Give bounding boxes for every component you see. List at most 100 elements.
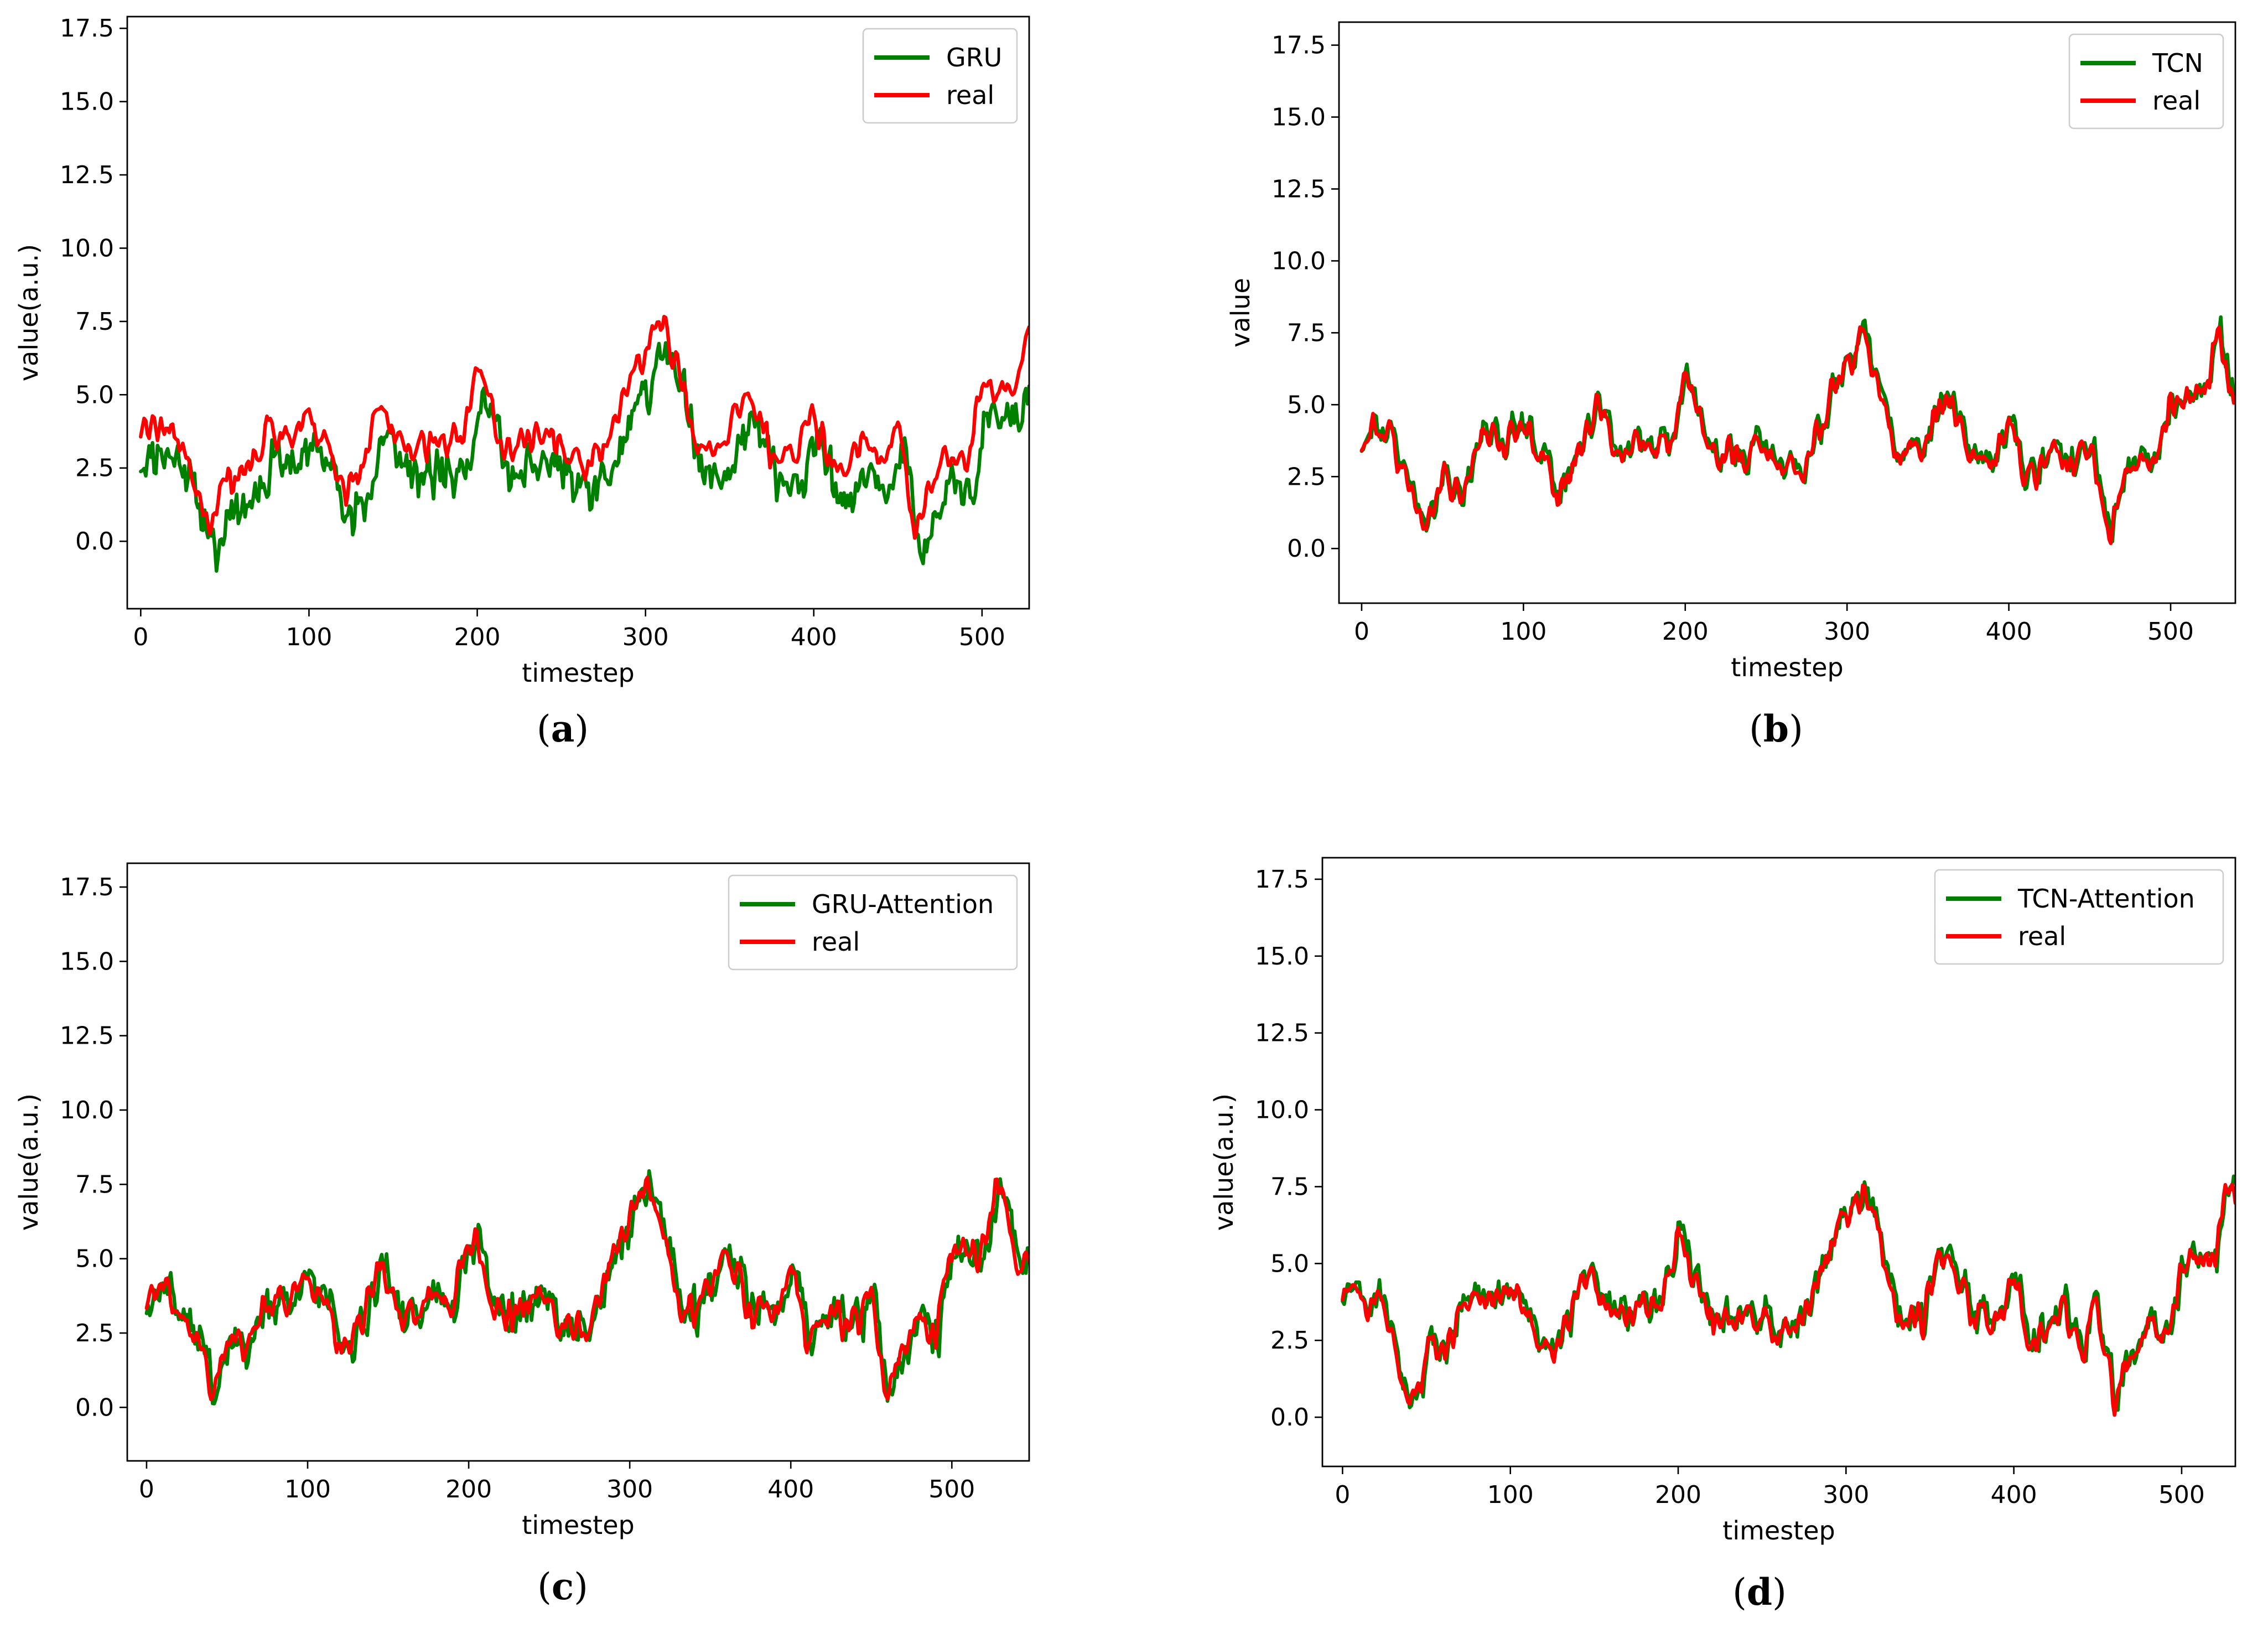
- y-tick-label: 0.0: [75, 527, 114, 556]
- series-real-line: [1341, 1183, 2235, 1417]
- x-tick-label: 500: [2158, 1481, 2205, 1509]
- y-tick-label: 17.5: [60, 873, 114, 901]
- caption-open-paren: (: [1732, 1571, 1747, 1614]
- axes-frame: [1321, 857, 2236, 1468]
- x-tick-label: 400: [1986, 618, 2032, 646]
- x-tick-label: 500: [2147, 618, 2194, 646]
- x-tick-label: 300: [622, 623, 669, 651]
- y-axis-label: value(a.u.): [14, 1093, 44, 1231]
- y-tick-label: 7.5: [75, 1170, 114, 1199]
- y-tick-label: 2.5: [75, 454, 114, 483]
- y-tick-label: 12.5: [1271, 175, 1326, 203]
- legend-predicted-label: TCN: [2152, 48, 2203, 78]
- caption-open-paren: (: [1749, 708, 1763, 750]
- y-tick-label: 0.0: [75, 1393, 114, 1422]
- y-tick-label: 17.5: [1255, 865, 1309, 894]
- panel-caption: (b): [1749, 707, 1803, 750]
- legend-real-label: real: [2018, 921, 2066, 951]
- panel-c: 0 100 200 300 400 500 0.0 2.5 5.0 7.5 10.0 12.5 15.0…: [14, 862, 1030, 1608]
- series-real-line: [144, 1175, 1029, 1402]
- y-tick-label: 15.0: [1255, 942, 1309, 971]
- caption-letter: c: [552, 1565, 574, 1608]
- caption-close-paren: ): [574, 1565, 588, 1608]
- y-tick-label: 5.0: [1287, 391, 1326, 419]
- y-tick-label: 15.0: [60, 88, 114, 116]
- legend-box: [2068, 33, 2224, 129]
- x-tick-label: 100: [1500, 618, 1546, 646]
- y-tick-label: 10.0: [1255, 1096, 1309, 1124]
- x-tick-label: 0: [1354, 618, 1369, 646]
- caption-close-paren: ): [574, 708, 589, 750]
- x-tick-label: 300: [1824, 618, 1870, 646]
- series-real-line: [139, 315, 1029, 540]
- y-tick-label: 0.0: [1287, 535, 1326, 563]
- panel-caption: (d): [1732, 1570, 1787, 1614]
- axes-frame: [1338, 21, 2236, 604]
- x-tick-label: 200: [1655, 1481, 1701, 1509]
- x-tick-label: 0: [1335, 1481, 1350, 1509]
- y-tick-label: 7.5: [1270, 1173, 1309, 1201]
- panel-caption: (c): [537, 1565, 588, 1608]
- x-tick-label: 300: [1823, 1481, 1869, 1509]
- caption-open-paren: (: [537, 1565, 552, 1608]
- legend-predicted-label: GRU: [946, 43, 1002, 72]
- y-tick-label: 12.5: [1255, 1019, 1309, 1048]
- y-tick-label: 10.0: [60, 1096, 114, 1124]
- caption-letter: b: [1763, 707, 1789, 750]
- x-tick-label: 400: [767, 1475, 814, 1503]
- y-tick-label: 0.0: [1270, 1403, 1309, 1432]
- x-tick-label: 500: [928, 1475, 975, 1503]
- panel-d: 0 100 200 300 400 500 0.0 2.5 5.0 7.5 10.0 12.5 15.0…: [1209, 857, 2236, 1614]
- legend-real-label: real: [946, 80, 994, 110]
- x-tick-label: 200: [1662, 618, 1709, 646]
- y-tick-label: 5.0: [1270, 1249, 1309, 1278]
- x-axis-label: timestep: [522, 658, 634, 688]
- legend-predicted-label: TCN-Attention: [2017, 884, 2195, 914]
- caption-letter: d: [1747, 1570, 1772, 1614]
- x-axis-label: timestep: [1731, 652, 1843, 682]
- panel-a: 0 100 200 300 400 500 0.0 2.5 5.0 7.5 10.0 12.5 15.0…: [14, 14, 1030, 750]
- axes-frame: [126, 15, 1030, 610]
- legend-real-label: real: [2152, 86, 2200, 116]
- caption-open-paren: (: [537, 708, 551, 750]
- caption-close-paren: ): [1772, 1571, 1787, 1614]
- panel-caption: (a): [537, 707, 589, 750]
- x-tick-label: 200: [445, 1475, 492, 1503]
- x-tick-label: 500: [959, 623, 1005, 651]
- caption-letter: a: [551, 707, 575, 750]
- x-tick-label: 400: [791, 623, 837, 651]
- x-axis-label: timestep: [1722, 1516, 1835, 1546]
- legend-box: [1934, 869, 2224, 965]
- x-tick-label: 200: [454, 623, 501, 651]
- y-tick-label: 10.0: [60, 234, 114, 262]
- caption-close-paren: ): [1789, 708, 1803, 750]
- series-real-line: [1359, 325, 2235, 546]
- y-tick-label: 2.5: [1270, 1326, 1309, 1355]
- y-tick-label: 5.0: [75, 381, 114, 409]
- legend-box: [728, 874, 1018, 971]
- y-tick-label: 17.5: [60, 14, 114, 43]
- y-tick-label: 10.0: [1271, 247, 1326, 275]
- legend-box: [862, 28, 1018, 124]
- y-tick-label: 15.0: [60, 947, 114, 976]
- y-tick-label: 15.0: [1271, 103, 1326, 132]
- y-axis-label: value(a.u.): [1209, 1093, 1239, 1231]
- legend-real-label: real: [812, 927, 860, 957]
- x-tick-label: 100: [1487, 1481, 1534, 1509]
- x-tick-label: 100: [284, 1475, 331, 1503]
- x-tick-label: 400: [1991, 1481, 2037, 1509]
- y-tick-label: 7.5: [1287, 319, 1326, 347]
- y-axis-label: value(a.u.): [14, 244, 44, 381]
- y-tick-label: 5.0: [75, 1245, 114, 1273]
- series-predicted-line: [139, 341, 1029, 573]
- x-tick-label: 0: [139, 1475, 154, 1503]
- y-tick-label: 2.5: [1287, 463, 1326, 491]
- y-tick-label: 12.5: [60, 1022, 114, 1050]
- y-tick-label: 7.5: [75, 308, 114, 336]
- x-tick-label: 300: [606, 1475, 653, 1503]
- y-axis-label: value: [1226, 278, 1255, 348]
- x-axis-label: timestep: [522, 1510, 634, 1540]
- axes-frame: [126, 862, 1030, 1462]
- y-tick-label: 2.5: [75, 1319, 114, 1347]
